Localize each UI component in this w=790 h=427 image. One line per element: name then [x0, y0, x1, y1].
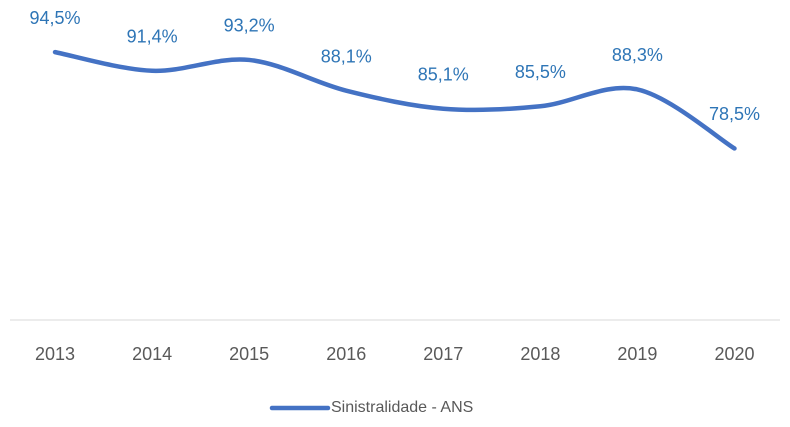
line — [52, 49, 737, 151]
data-label: 88,1% — [321, 46, 372, 66]
x-tick-label: 2019 — [617, 344, 657, 364]
data-label: 93,2% — [224, 16, 275, 36]
x-tick-label: 2020 — [714, 344, 754, 364]
x-tick-label: 2016 — [326, 344, 366, 364]
x-tick-label: 2014 — [132, 344, 172, 364]
x-tick-label: 2017 — [423, 344, 463, 364]
legend-label: Sinistralidade - ANS — [331, 399, 473, 416]
x-tick-label: 2013 — [35, 344, 75, 364]
data-label: 91,4% — [127, 27, 178, 47]
data-label: 94,5% — [30, 8, 81, 28]
data-label: 85,1% — [418, 64, 469, 84]
data-label: 78,5% — [709, 104, 760, 124]
x-tick-label: 2015 — [229, 344, 269, 364]
data-label: 85,5% — [515, 62, 566, 82]
data-label: 88,3% — [612, 45, 663, 65]
x-tick-label: 2018 — [520, 344, 560, 364]
